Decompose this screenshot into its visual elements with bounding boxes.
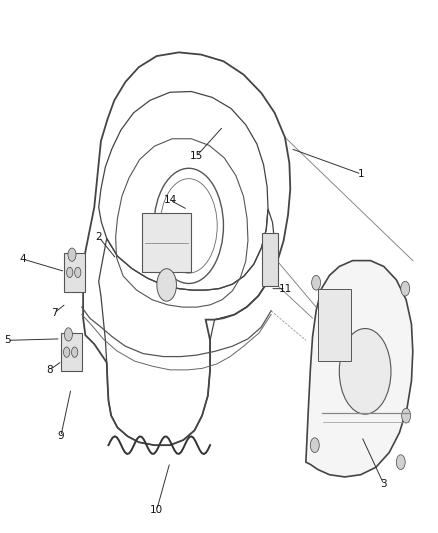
Text: 11: 11 — [279, 284, 293, 294]
Text: 8: 8 — [46, 365, 53, 375]
Circle shape — [312, 276, 321, 290]
Circle shape — [402, 408, 410, 423]
Circle shape — [64, 328, 72, 341]
Text: 5: 5 — [4, 335, 11, 345]
FancyBboxPatch shape — [142, 213, 191, 272]
FancyBboxPatch shape — [318, 289, 351, 361]
Text: 4: 4 — [20, 254, 26, 264]
Text: 1: 1 — [358, 169, 365, 179]
Text: 15: 15 — [190, 151, 203, 161]
FancyBboxPatch shape — [61, 333, 82, 372]
Polygon shape — [306, 261, 413, 477]
Circle shape — [74, 267, 81, 278]
Text: 14: 14 — [163, 195, 177, 205]
Circle shape — [68, 248, 76, 261]
FancyBboxPatch shape — [262, 233, 278, 286]
FancyBboxPatch shape — [64, 253, 85, 292]
Text: 3: 3 — [381, 479, 387, 489]
Circle shape — [339, 328, 391, 414]
Circle shape — [311, 438, 319, 453]
Text: 7: 7 — [51, 308, 57, 318]
Text: 2: 2 — [95, 232, 102, 242]
Text: 9: 9 — [57, 431, 64, 441]
Circle shape — [396, 455, 405, 470]
Circle shape — [157, 269, 177, 301]
Text: 10: 10 — [150, 505, 163, 515]
Circle shape — [67, 267, 73, 278]
Circle shape — [401, 281, 410, 296]
Circle shape — [64, 347, 70, 357]
Circle shape — [71, 347, 78, 357]
